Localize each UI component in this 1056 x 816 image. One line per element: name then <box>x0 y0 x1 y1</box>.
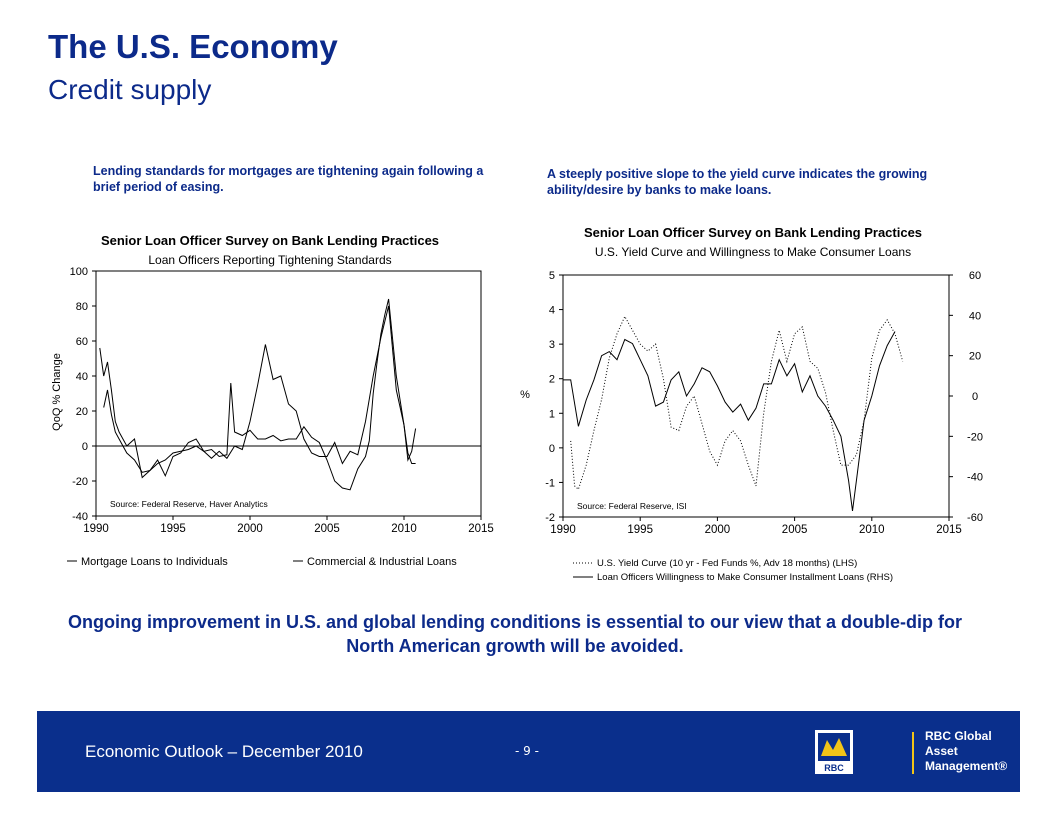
chart2-subtitle: U.S. Yield Curve and Willingness to Make… <box>595 245 911 259</box>
chart1-ylabel: QoQ % Change <box>51 353 63 431</box>
chart1-xtick-label: 2005 <box>314 523 340 535</box>
chart1-series-line-1 <box>103 298 416 491</box>
chart2-y2tick-label: 40 <box>969 310 981 322</box>
chart2-ytick-label: -1 <box>545 477 555 489</box>
footer-title: Economic Outlook – December 2010 <box>85 742 363 761</box>
chart1-ytick-label: 60 <box>76 336 88 348</box>
chart2-y2tick-label: -20 <box>967 431 983 443</box>
chart1-xtick-label: 2000 <box>237 523 263 535</box>
chart2-ytick-label: -2 <box>545 512 555 524</box>
chart1-legend-mortgage: Mortgage Loans to Individuals <box>81 556 228 568</box>
chart2-title: Senior Loan Officer Survey on Bank Lendi… <box>584 225 922 240</box>
rbc-logo-text: RBC <box>824 763 844 773</box>
brand-line1: RBC Global <box>925 729 992 743</box>
chart1-xtick-label: 1990 <box>83 523 109 535</box>
chart2-xtick-label: 1990 <box>550 524 576 536</box>
brand-line2: Asset Management® <box>925 744 1008 773</box>
chart2-legend-yield: U.S. Yield Curve (10 yr - Fed Funds %, A… <box>597 558 857 569</box>
chart2-ylabel: % <box>520 389 530 401</box>
chart1-xtick-label: 1995 <box>160 523 186 535</box>
left-chart-caption: Lending standards for mortgages are tigh… <box>93 164 484 194</box>
chart1-subtitle: Loan Officers Reporting Tightening Stand… <box>148 253 391 267</box>
chart1-series-line-2 <box>99 305 417 479</box>
chart1-ytick-label: 20 <box>76 406 88 418</box>
chart1-legend-ci: Commercial & Industrial Loans <box>307 556 457 568</box>
chart1-ytick-label: 0 <box>82 441 88 453</box>
chart2-source: Source: Federal Reserve, ISI <box>577 501 687 511</box>
chart2-ytick-label: 3 <box>549 339 555 351</box>
right-chart-caption: A steeply positive slope to the yield cu… <box>547 167 928 197</box>
chart2-series-line-2 <box>563 331 896 511</box>
chart1-ytick-label: 80 <box>76 301 88 313</box>
chart2-ytick-label: 5 <box>549 270 555 282</box>
chart2-xtick-label: 2015 <box>936 524 962 536</box>
chart2-xtick-label: 2010 <box>859 524 885 536</box>
chart2-xtick-label: 2005 <box>782 524 808 536</box>
chart2-y2tick-label: 20 <box>969 351 981 363</box>
chart1-xtick-label: 2010 <box>391 523 417 535</box>
chart2-y2tick-label: -60 <box>967 512 983 524</box>
chart2-ytick-label: 2 <box>549 374 555 386</box>
brand-name: RBC Global Asset Management® <box>925 729 1020 774</box>
chart2-series-line-1 <box>570 315 904 491</box>
chart2-xtick-label: 1995 <box>627 524 653 536</box>
chart2-legend-willingness: Loan Officers Willingness to Make Consum… <box>597 572 893 583</box>
chart1-ytick-label: -40 <box>72 511 88 523</box>
yield-curve-chart: Senior Loan Officer Survey on Bank Lendi… <box>520 225 983 583</box>
chart2-plot-frame <box>562 274 950 518</box>
chart2-xtick-label: 2000 <box>705 524 731 536</box>
chart2-y2tick-label: 0 <box>972 391 978 403</box>
page-title: The U.S. Economy <box>48 28 338 65</box>
rbc-logo: RBC <box>815 730 914 774</box>
chart1-ytick-label: 100 <box>70 266 88 278</box>
chart1-title: Senior Loan Officer Survey on Bank Lendi… <box>101 233 439 248</box>
chart1-plot-frame <box>95 270 482 517</box>
footer-bar: Economic Outlook – December 2010 - 9 - R… <box>37 711 1020 792</box>
page-subtitle: Credit supply <box>48 74 212 105</box>
lending-standards-chart: Senior Loan Officer Survey on Bank Lendi… <box>51 233 494 568</box>
chart2-legend: U.S. Yield Curve (10 yr - Fed Funds %, A… <box>573 558 893 583</box>
chart2-ytick-label: 1 <box>549 408 555 420</box>
chart2-ytick-label: 0 <box>549 443 555 455</box>
chart2-ytick-label: 4 <box>549 305 555 317</box>
chart2-y2tick-label: 60 <box>969 270 981 282</box>
chart2-y2tick-label: -40 <box>967 472 983 484</box>
chart1-ytick-label: -20 <box>72 476 88 488</box>
chart1-source: Source: Federal Reserve, Haver Analytics <box>110 499 268 509</box>
conclusion-text: Ongoing improvement in U.S. and global l… <box>67 612 963 656</box>
chart1-xtick-label: 2015 <box>468 523 494 535</box>
chart1-legend: Mortgage Loans to Individuals Commercial… <box>67 556 457 568</box>
chart1-ytick-label: 40 <box>76 371 88 383</box>
page-number: - 9 - <box>515 744 539 758</box>
